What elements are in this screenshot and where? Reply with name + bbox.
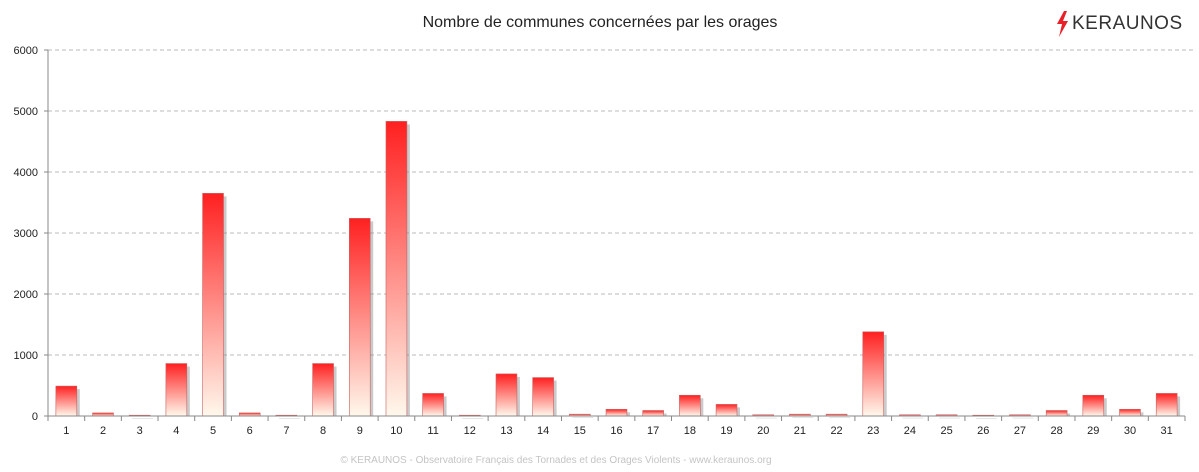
bar-17 [642, 410, 664, 417]
x-tick-label-11: 11 [427, 425, 438, 437]
bar-23 [862, 331, 884, 417]
bar-19 [715, 404, 738, 417]
keraunos-logo: KERAUNOS [1055, 10, 1195, 38]
y-tick-label-4000: 4000 [14, 167, 38, 179]
bar-shadow-24 [902, 417, 924, 419]
x-tick-label-3: 3 [137, 425, 143, 437]
bar-10 [385, 121, 408, 417]
x-tick-label-26: 26 [977, 425, 989, 437]
y-tick-label-5000: 5000 [14, 106, 38, 118]
bar-4 [165, 363, 188, 417]
axes [47, 50, 1185, 421]
bar-shadows [58, 124, 1181, 419]
footer-credit: © KERAUNOS - Observatoire Français des T… [340, 455, 771, 466]
x-tick-label-22: 22 [830, 425, 842, 437]
brand-name: KERAUNOS [1072, 13, 1183, 34]
bar-shadow-21 [792, 417, 814, 418]
x-tick-label-23: 23 [867, 425, 879, 437]
y-tick-labels: 0 1000 2000 3000 4000 5000 6000 [14, 45, 38, 423]
x-tick-labels: 1 2 3 4 5 6 7 8 9 10 11 12 13 14 15 16 17 18 19 20 21 22 23 24 2… [63, 416, 1186, 437]
bar-5 [202, 193, 224, 417]
bar-29 [1082, 394, 1105, 417]
bar-shadow-27 [1012, 417, 1034, 419]
x-tick-label-1: 1 [63, 425, 69, 437]
bar-16 [605, 408, 628, 417]
x-tick-label-14: 14 [537, 425, 549, 437]
x-tick-label-2: 2 [100, 425, 106, 437]
x-tick-label-28: 28 [1051, 425, 1063, 437]
bar-31 [1155, 393, 1178, 417]
bar-shadow-15 [572, 417, 594, 418]
x-tick-label-6: 6 [247, 425, 253, 437]
x-tick-label-4: 4 [173, 425, 179, 437]
y-tick-label-1000: 1000 [14, 350, 38, 362]
y-tick-label-0: 0 [32, 411, 38, 423]
x-tick-label-8: 8 [320, 425, 326, 437]
bar-11 [422, 393, 444, 417]
y-tick-label-3000: 3000 [14, 228, 38, 240]
bar-shadow-7 [278, 418, 300, 419]
x-tick-label-12: 12 [464, 425, 476, 437]
bar-shadow-25 [939, 417, 961, 419]
x-tick-label-25: 25 [940, 425, 952, 437]
x-tick-label-30: 30 [1124, 425, 1136, 437]
x-tick-label-29: 29 [1087, 425, 1099, 437]
x-tick-label-17: 17 [647, 425, 659, 437]
x-tick-label-7: 7 [283, 425, 289, 437]
x-tick-label-15: 15 [574, 425, 586, 437]
bar-18 [679, 394, 701, 417]
chart-title: Nombre de communes concernées par les or… [423, 14, 778, 31]
x-tick-label-13: 13 [500, 425, 512, 437]
grid [44, 49, 1195, 417]
bar-shadow-22 [829, 417, 851, 418]
bar-13 [495, 373, 518, 417]
bar-1 [55, 385, 78, 417]
x-tick-label-18: 18 [684, 425, 696, 437]
y-tick-label-6000: 6000 [14, 45, 38, 57]
y-tick-label-2000: 2000 [14, 289, 38, 301]
bar-14 [532, 377, 554, 417]
bar-shadow-26 [975, 418, 997, 419]
bars [55, 121, 1178, 417]
bar-30 [1119, 408, 1141, 417]
x-tick-label-27: 27 [1014, 425, 1026, 437]
lightning-bolt-icon [1057, 11, 1068, 37]
x-tick-label-21: 21 [794, 425, 806, 437]
bar-8 [312, 363, 334, 417]
x-tick-label-24: 24 [904, 425, 916, 437]
bar-28 [1045, 410, 1068, 417]
bar-shadow-3 [132, 418, 154, 419]
x-tick-label-16: 16 [610, 425, 622, 437]
bar-9 [349, 218, 371, 417]
x-tick-label-5: 5 [210, 425, 216, 437]
x-tick-label-20: 20 [757, 425, 769, 437]
bar-shadow-20 [755, 417, 777, 419]
x-tick-label-19: 19 [720, 425, 732, 437]
bar-shadow-12 [462, 418, 484, 419]
x-tick-label-9: 9 [357, 425, 363, 437]
x-tick-label-10: 10 [390, 425, 402, 437]
x-tick-label-31: 31 [1161, 425, 1173, 437]
